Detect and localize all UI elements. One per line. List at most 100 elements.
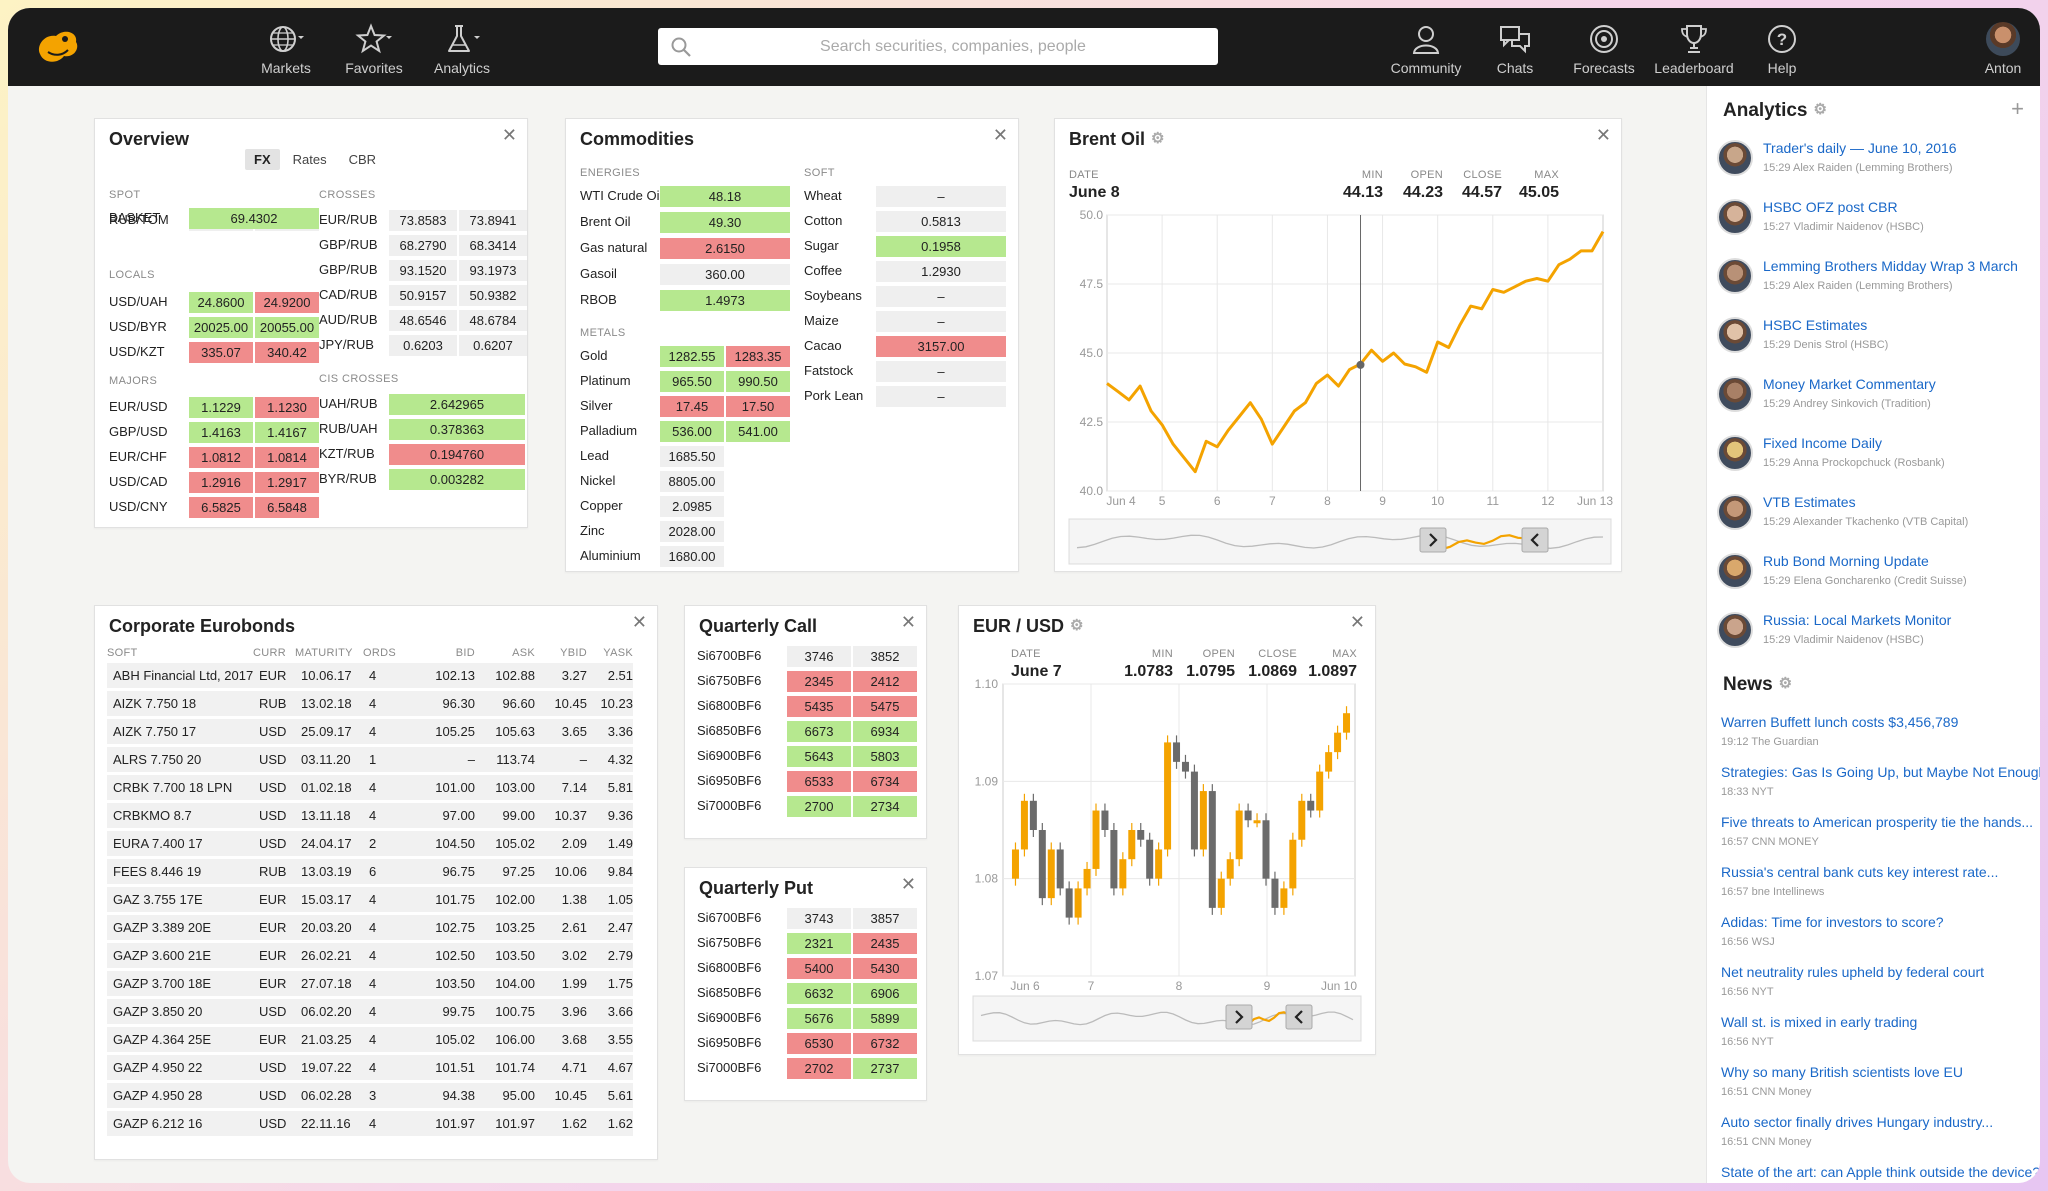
analytics-link[interactable]: Fixed Income Daily <box>1763 435 1883 451</box>
quote-row[interactable]: Silver 17.45 17.50 <box>580 395 790 417</box>
tab-fx[interactable]: FX <box>245 149 280 170</box>
nav-analytics[interactable]: Analytics <box>422 20 502 76</box>
news-link[interactable]: Strategies: Gas Is Going Up, but Maybe N… <box>1721 764 2040 780</box>
quote-row[interactable]: Gasoil 360.00 <box>580 263 790 285</box>
quote-row[interactable]: Wheat – <box>804 185 1006 207</box>
search-box[interactable] <box>658 28 1218 65</box>
news-item[interactable]: Strategies: Gas Is Going Up, but Maybe N… <box>1721 764 2040 814</box>
quote-row[interactable]: BASKET 69.4302 <box>109 207 319 229</box>
table-row[interactable]: GAZP 4.950 28 USD 06.02.28 3 94.38 95.00 10.45… <box>107 1083 633 1108</box>
nav-chats[interactable]: Chats <box>1475 20 1555 76</box>
table-row[interactable]: ABH Financial Ltd, 2017 EUR 10.06.17 4 102.1… <box>107 663 633 688</box>
quote-row[interactable]: EUR/RUB 73.8583 73.8941 <box>319 209 527 231</box>
quote-row[interactable]: Si6950BF6 6530 6732 <box>697 1032 917 1054</box>
table-row[interactable]: GAZP 4.950 22 USD 19.07.22 4 101.51 101.74 4.7… <box>107 1055 633 1080</box>
navigator-left-handle[interactable] <box>1225 1004 1253 1030</box>
quote-row[interactable]: Cacao 3157.00 <box>804 335 1006 357</box>
news-link[interactable]: Five threats to American prosperity tie … <box>1721 814 2034 830</box>
quote-row[interactable]: CAD/RUB 50.9157 50.9382 <box>319 284 527 306</box>
analytics-item[interactable]: Lemming Brothers Midday Wrap 3 March 15:2… <box>1717 256 2037 312</box>
news-item[interactable]: Auto sector finally drives Hungary indus… <box>1721 1114 2037 1164</box>
column-header[interactable]: ASK <box>512 647 535 659</box>
news-link[interactable]: Warren Buffett lunch costs $3,456,789 <box>1721 714 1959 730</box>
close-icon[interactable]: ✕ <box>900 874 916 894</box>
quote-row[interactable]: Si6900BF6 5676 5899 <box>697 1007 917 1029</box>
quote-row[interactable]: RUB/UAH 0.378363 <box>319 418 525 440</box>
quote-row[interactable]: Soybeans – <box>804 285 1006 307</box>
news-link[interactable]: Russia's central bank cuts key interest … <box>1721 864 1999 880</box>
news-link[interactable]: State of the art: can Apple think outsid… <box>1721 1164 2040 1180</box>
nav-help[interactable]: ? Help <box>1742 20 1822 76</box>
gear-icon[interactable]: ⚙ <box>1070 617 1084 634</box>
quote-row[interactable]: Si7000BF6 2702 2737 <box>697 1057 917 1079</box>
quote-row[interactable]: USD/KZT 335.07 340.42 <box>109 341 319 363</box>
table-row[interactable]: AIZK 7.750 17 USD 25.09.17 4 105.25 105.63 3.6… <box>107 719 633 744</box>
table-row[interactable]: EURA 7.400 17 USD 24.04.17 2 104.50 105.02 2.0… <box>107 831 633 856</box>
quote-row[interactable]: GBP/USD 1.4163 1.4167 <box>109 421 319 443</box>
quote-row[interactable]: BYR/RUB 0.003282 <box>319 468 525 490</box>
quote-row[interactable]: EUR/CHF 1.0812 1.0814 <box>109 446 319 468</box>
news-link[interactable]: Adidas: Time for investors to score? <box>1721 914 1944 930</box>
analytics-link[interactable]: Lemming Brothers Midday Wrap 3 March <box>1763 258 2018 274</box>
gear-icon[interactable]: ⚙ <box>1778 675 1793 692</box>
table-row[interactable]: CRBK 7.700 18 LPN USD 01.02.18 4 101.00 103.0… <box>107 775 633 800</box>
quote-row[interactable]: Si6750BF6 2345 2412 <box>697 670 917 692</box>
quote-row[interactable]: Si6700BF6 3746 3852 <box>697 645 917 667</box>
quote-row[interactable]: Brent Oil 49.30 <box>580 211 790 233</box>
news-item[interactable]: State of the art: can Apple think outsid… <box>1721 1164 2040 1183</box>
quote-row[interactable]: Palladium 536.00 541.00 <box>580 420 790 442</box>
quote-row[interactable]: Copper 2.0985 <box>580 495 790 517</box>
analytics-link[interactable]: Russia: Local Markets Monitor <box>1763 612 1952 628</box>
quote-row[interactable]: Gold 1282.55 1283.35 <box>580 345 790 367</box>
nav-leaderboard[interactable]: Leaderboard <box>1649 20 1739 76</box>
quote-row[interactable]: JPY/RUB 0.6203 0.6207 <box>319 334 527 356</box>
analytics-item[interactable]: Trader's daily — June 10, 2016 15:29 Alex… <box>1717 138 2037 194</box>
quote-row[interactable]: Fatstock – <box>804 360 1006 382</box>
news-item[interactable]: Five threats to American prosperity tie … <box>1721 814 2037 864</box>
news-item[interactable]: Wall st. is mixed in early trading 16:56 … <box>1721 1014 2037 1064</box>
tab-rates[interactable]: Rates <box>292 152 327 167</box>
quote-row[interactable]: Coffee 1.2930 <box>804 260 1006 282</box>
navigator-right-handle[interactable] <box>1285 1004 1313 1030</box>
column-header[interactable]: YASK <box>603 647 633 659</box>
analytics-item[interactable]: Russia: Local Markets Monitor 15:29 Vladi… <box>1717 610 2037 666</box>
analytics-item[interactable]: HSBC Estimates 15:29 Denis Strol (HSBC) <box>1717 315 2037 371</box>
analytics-item[interactable]: VTB Estimates 15:29 Alexander Tkachenko (… <box>1717 492 2037 548</box>
analytics-item[interactable]: Money Market Commentary 15:29 Andrey Sink… <box>1717 374 2037 430</box>
column-header[interactable]: CURR <box>253 647 286 659</box>
quote-row[interactable]: Si6750BF6 2321 2435 <box>697 932 917 954</box>
analytics-link[interactable]: HSBC OFZ post CBR <box>1763 199 1898 215</box>
table-row[interactable]: GAZP 4.364 25E EUR 21.03.25 4 105.02 106.00 3.… <box>107 1027 633 1052</box>
news-item[interactable]: Russia's central bank cuts key interest … <box>1721 864 2037 914</box>
news-item[interactable]: Net neutrality rules upheld by federal c… <box>1721 964 2037 1014</box>
quote-row[interactable]: USD/CNY 6.5825 6.5848 <box>109 496 319 518</box>
column-header[interactable]: SOFT <box>107 647 138 659</box>
news-item[interactable]: Why so many British scientists love EU 16… <box>1721 1064 2037 1114</box>
analytics-link[interactable]: VTB Estimates <box>1763 494 1856 510</box>
table-row[interactable]: CRBKMO 8.7 USD 13.11.18 4 97.00 99.00 10.37 9.3… <box>107 803 633 828</box>
table-row[interactable]: ALRS 7.750 20 USD 03.11.20 1 – 113.74 – 4.32 <box>107 747 633 772</box>
analytics-item[interactable]: Rub Bond Morning Update 15:29 Elena Gonch… <box>1717 551 2037 607</box>
column-header[interactable]: MATURITY <box>295 647 353 659</box>
quote-row[interactable]: Sugar 0.1958 <box>804 235 1006 257</box>
quote-row[interactable]: USD/UAH 24.8600 24.9200 <box>109 291 319 313</box>
table-row[interactable]: GAZP 3.700 18E EUR 27.07.18 4 103.50 104.00 1.… <box>107 971 633 996</box>
analytics-item[interactable]: Fixed Income Daily 15:29 Anna Prockopchuc… <box>1717 433 2037 489</box>
quote-row[interactable]: GBP/RUB 93.1520 93.1973 <box>319 259 527 281</box>
analytics-link[interactable]: Money Market Commentary <box>1763 376 1936 392</box>
quote-row[interactable]: AUD/RUB 48.6546 48.6784 <box>319 309 527 331</box>
analytics-item[interactable]: HSBC OFZ post CBR 15:27 Vladimir Naidenov… <box>1717 197 2037 253</box>
news-item[interactable]: Adidas: Time for investors to score? 16:5… <box>1721 914 2037 964</box>
quote-row[interactable]: Si6900BF6 5643 5803 <box>697 745 917 767</box>
quote-row[interactable]: GBP/RUB 68.2790 68.3414 <box>319 234 527 256</box>
close-icon[interactable]: ✕ <box>1349 612 1365 632</box>
quote-row[interactable]: Maize – <box>804 310 1006 332</box>
quote-row[interactable]: Zinc 2028.00 <box>580 520 790 542</box>
quote-row[interactable]: Aluminium 1680.00 <box>580 545 790 567</box>
brent-oil-chart[interactable]: DATE June 8 MIN 44.13 OPEN 44.23 CLOSE 44.57 MAX… <box>1055 119 1623 573</box>
quote-row[interactable]: USD/CAD 1.2916 1.2917 <box>109 471 319 493</box>
quote-row[interactable]: EUR/USD 1.1229 1.1230 <box>109 396 319 418</box>
table-row[interactable]: GAZP 3.389 20E EUR 20.03.20 4 102.75 103.25 2.… <box>107 915 633 940</box>
user-menu[interactable]: Anton <box>1963 20 2040 76</box>
quote-row[interactable]: USD/BYR 20025.00 20055.00 <box>109 316 319 338</box>
